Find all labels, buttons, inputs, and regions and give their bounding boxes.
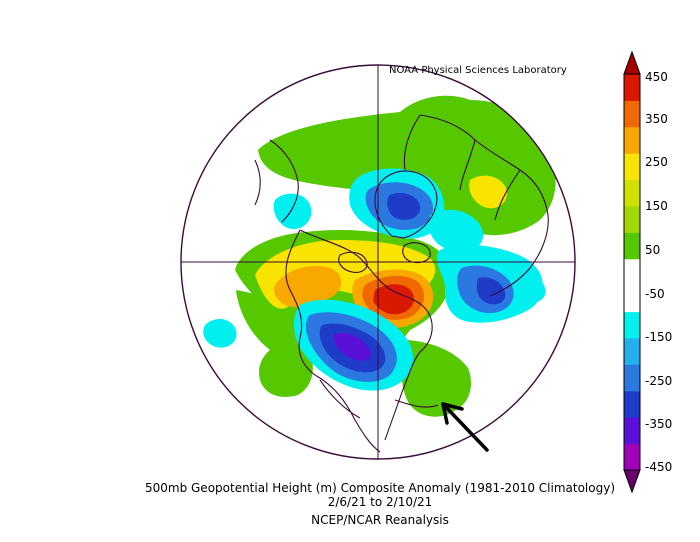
colorbar-segment: [624, 232, 640, 260]
anomaly-positive-maximum: [373, 284, 415, 315]
colorbar-segment: [624, 126, 640, 154]
colorbar-segment: [624, 179, 640, 207]
anomaly-field: [203, 95, 556, 417]
colorbar-label: 250: [645, 155, 668, 169]
greenland-outline: [374, 170, 438, 239]
map-boundary: [180, 64, 576, 460]
colorbar-label: -50: [645, 287, 665, 301]
anomaly-positive-yellow-europe: [469, 175, 507, 209]
eurasia-outline: [403, 114, 549, 297]
colorbar-label: 50: [645, 243, 661, 257]
colorbar-label: -150: [645, 330, 673, 344]
anomaly-negative-pacific: [203, 318, 237, 348]
colorbar-label: 350: [645, 112, 668, 126]
caption-source: NCEP/NCAR Reanalysis: [311, 513, 449, 527]
credit-label: NOAA Physical Sciences Laboratory: [389, 65, 567, 76]
colorbar-max-cap: [623, 50, 641, 75]
colorbar-label: -250: [645, 374, 673, 388]
colorbar-segment: [624, 443, 640, 471]
anomaly-negative-north-america-core: [333, 332, 372, 361]
colorbar-segment: [624, 338, 640, 365]
colorbar-label: 150: [645, 199, 668, 213]
anomaly-negative-greenland-core: [387, 193, 421, 220]
colorbar-segment: [624, 153, 640, 181]
caption-title: 500mb Geopotential Height (m) Composite …: [144, 481, 615, 495]
colorbar-frame: [623, 73, 641, 471]
colorbar-label: -350: [645, 417, 673, 431]
colorbar-segment: [624, 100, 640, 128]
north-america-outline: [285, 229, 433, 453]
anomaly-positive-orange: [274, 265, 342, 308]
colorbar-segment: [624, 206, 640, 233]
anomaly-positive-south: [401, 340, 472, 417]
caption-dates: 2/6/21 to 2/10/21: [327, 495, 433, 509]
colorbar-segment: [624, 364, 640, 392]
colorbar: [623, 50, 641, 494]
colorbar-label: -450: [645, 460, 673, 474]
colorbar-segment: [624, 285, 640, 313]
anomaly-negative-mediterranean: [513, 275, 546, 303]
anomaly-negative-north-pacific: [273, 193, 312, 230]
arctic-islands-outline: [338, 242, 431, 273]
colorbar-segment: [624, 311, 640, 339]
gulf-coast-outline: [319, 379, 439, 419]
colorbar-segment: [624, 74, 640, 101]
colorbar-label: 450: [645, 70, 668, 84]
asia-pacific-outline: [254, 139, 299, 223]
anomaly-negative-siberia: [430, 209, 484, 253]
anomaly-negative-europe-core: [476, 277, 506, 305]
continent-outlines: [254, 114, 549, 453]
colorbar-segment: [624, 417, 640, 445]
anomaly-positive-midpacific: [236, 290, 305, 358]
arrow-icon: [441, 402, 489, 452]
colorbar-segment: [624, 390, 640, 418]
colorbar-segment: [624, 258, 640, 286]
